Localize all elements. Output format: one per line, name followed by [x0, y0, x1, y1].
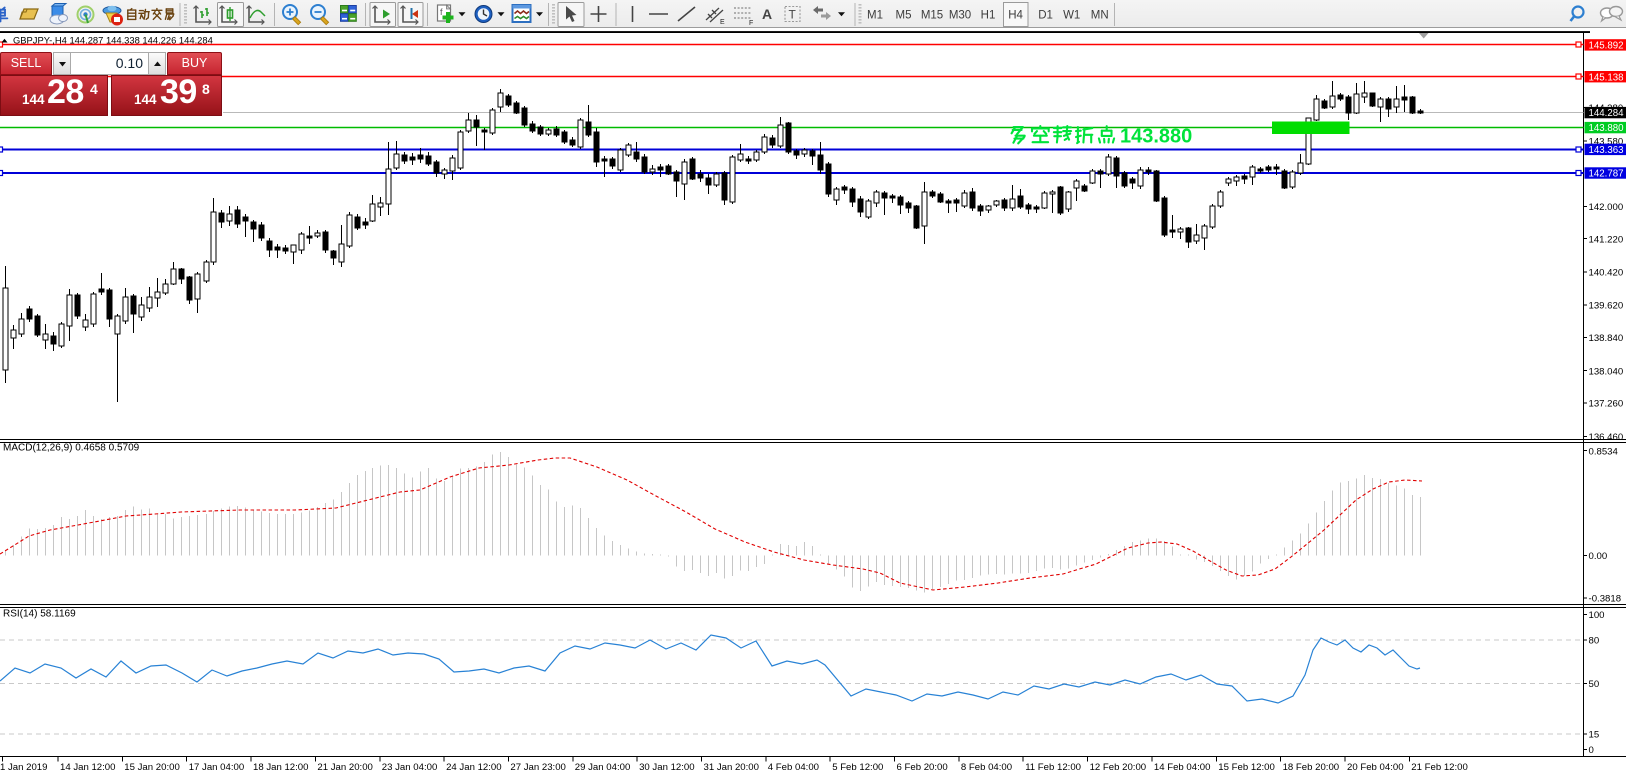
svg-text:29 Jan 04:00: 29 Jan 04:00 — [575, 762, 630, 773]
svg-text:23 Jan 04:00: 23 Jan 04:00 — [382, 762, 437, 773]
svg-text:17 Jan 04:00: 17 Jan 04:00 — [189, 762, 244, 773]
svg-text:138.040: 138.040 — [1589, 366, 1624, 377]
svg-text:143.880: 143.880 — [1120, 126, 1192, 148]
svg-text:6 Feb 20:00: 6 Feb 20:00 — [897, 762, 948, 773]
svg-text:143.580: 143.580 — [1589, 136, 1624, 147]
svg-text:H4: H4 — [1008, 10, 1023, 22]
svg-text:21 Feb 12:00: 21 Feb 12:00 — [1411, 762, 1468, 773]
svg-text:138.840: 138.840 — [1589, 333, 1624, 344]
svg-text:50: 50 — [1589, 679, 1600, 690]
svg-text:4 Feb 04:00: 4 Feb 04:00 — [768, 762, 819, 773]
svg-text:M30: M30 — [949, 10, 971, 22]
svg-text:M1: M1 — [867, 10, 883, 22]
svg-text:RSI(14) 58.1169: RSI(14) 58.1169 — [3, 609, 76, 620]
svg-text:MN: MN — [1091, 10, 1109, 22]
svg-text:27 Jan 23:00: 27 Jan 23:00 — [510, 762, 565, 773]
svg-text:W1: W1 — [1063, 10, 1080, 22]
svg-text:31 Jan 20:00: 31 Jan 20:00 — [704, 762, 759, 773]
svg-text:H1: H1 — [981, 10, 996, 22]
svg-text:1 Jan 2019: 1 Jan 2019 — [0, 762, 47, 773]
svg-text:140.420: 140.420 — [1589, 268, 1624, 279]
svg-text:30 Jan 12:00: 30 Jan 12:00 — [639, 762, 694, 773]
svg-text:139.620: 139.620 — [1589, 301, 1624, 312]
svg-text:A: A — [762, 6, 772, 22]
svg-text:136.460: 136.460 — [1589, 432, 1624, 443]
svg-text:8 Feb 04:00: 8 Feb 04:00 — [961, 762, 1012, 773]
svg-text:5 Feb 12:00: 5 Feb 12:00 — [832, 762, 883, 773]
svg-text:0: 0 — [1589, 745, 1594, 756]
svg-text:15: 15 — [1589, 730, 1600, 741]
svg-text:80: 80 — [1589, 636, 1600, 647]
svg-text:18 Feb 20:00: 18 Feb 20:00 — [1283, 762, 1340, 773]
svg-text:20 Feb 04:00: 20 Feb 04:00 — [1347, 762, 1404, 773]
svg-text:18 Jan 12:00: 18 Jan 12:00 — [253, 762, 308, 773]
svg-text:GBPJPY-,H4 144.287 144.338 14: GBPJPY-,H4 144.287 144.338 144.226 144.2… — [13, 34, 213, 45]
svg-text:T: T — [789, 8, 797, 22]
svg-text:M15: M15 — [921, 10, 943, 22]
svg-text:D1: D1 — [1038, 10, 1053, 22]
svg-text:142.000: 142.000 — [1589, 202, 1624, 213]
svg-text:137.260: 137.260 — [1589, 399, 1624, 410]
svg-text:143.880: 143.880 — [1589, 123, 1625, 134]
svg-text:14 Jan 12:00: 14 Jan 12:00 — [60, 762, 115, 773]
svg-text:0.00: 0.00 — [1589, 551, 1608, 562]
svg-text:11 Feb 12:00: 11 Feb 12:00 — [1025, 762, 1081, 773]
svg-text:145.892: 145.892 — [1589, 41, 1624, 52]
svg-text:F: F — [749, 20, 753, 27]
svg-text:14 Feb 04:00: 14 Feb 04:00 — [1154, 762, 1211, 773]
svg-text:15 Jan 20:00: 15 Jan 20:00 — [124, 762, 179, 773]
svg-text:24 Jan 12:00: 24 Jan 12:00 — [446, 762, 501, 773]
svg-text:f: f — [440, 7, 443, 17]
svg-text:M5: M5 — [896, 10, 912, 22]
svg-text:-0.3818: -0.3818 — [1589, 594, 1622, 605]
svg-text:MACD(12,26,9) 0.4658 0.5709: MACD(12,26,9) 0.4658 0.5709 — [3, 443, 140, 454]
svg-text:145.138: 145.138 — [1589, 72, 1624, 83]
svg-text:142.787: 142.787 — [1589, 169, 1624, 180]
svg-text:144.284: 144.284 — [1589, 108, 1625, 119]
svg-text:15 Feb 12:00: 15 Feb 12:00 — [1218, 762, 1275, 773]
svg-text:141.220: 141.220 — [1589, 234, 1624, 245]
svg-text:12 Feb 20:00: 12 Feb 20:00 — [1090, 762, 1147, 773]
svg-text:21 Jan 20:00: 21 Jan 20:00 — [317, 762, 372, 773]
svg-text:0.8534: 0.8534 — [1589, 446, 1619, 457]
svg-text:143.363: 143.363 — [1589, 145, 1624, 156]
svg-text:100: 100 — [1589, 610, 1605, 621]
svg-text:E: E — [720, 19, 725, 26]
